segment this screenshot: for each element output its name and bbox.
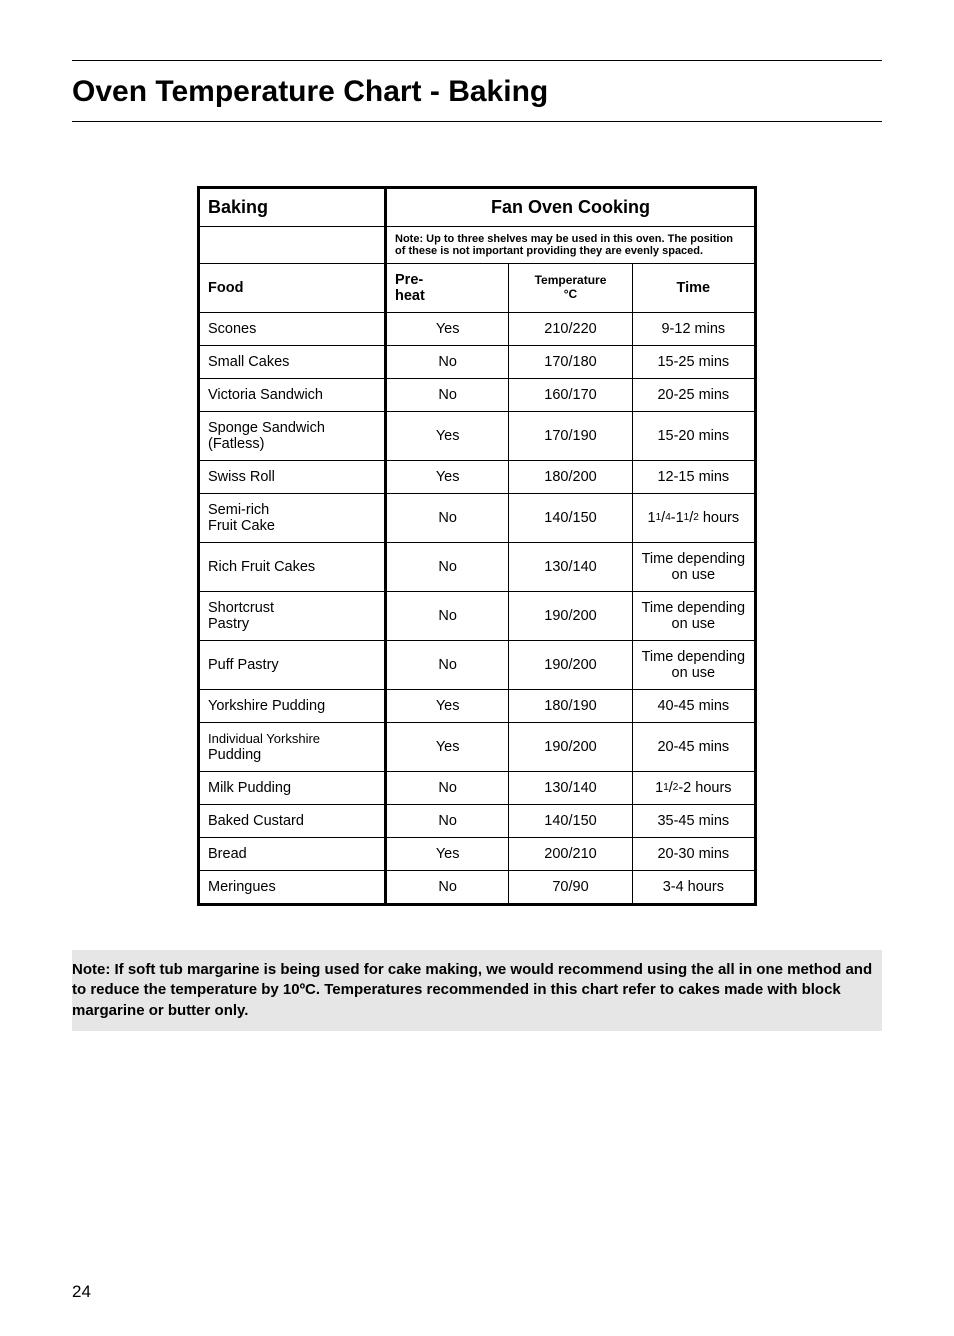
baking-table: Baking Fan Oven Cooking Note: Up to thre… [197, 186, 757, 906]
table-cell-time: 35-45 mins [632, 805, 755, 838]
table-cell-time: 15-20 mins [632, 412, 755, 461]
table-cell-temp: 190/200 [509, 592, 632, 641]
table-cell-temp: 190/200 [509, 641, 632, 690]
table-cell-time: Time depending on use [632, 543, 755, 592]
table-cell-preheat: Yes [386, 412, 509, 461]
table-cell-food: Small Cakes [199, 346, 386, 379]
table-cell-time: 40-45 mins [632, 690, 755, 723]
table-cell-preheat: Yes [386, 313, 509, 346]
table-container: Baking Fan Oven Cooking Note: Up to thre… [72, 186, 882, 906]
table-cell-preheat: No [386, 772, 509, 805]
table-cell-temp: 160/170 [509, 379, 632, 412]
table-cell-temp: 170/190 [509, 412, 632, 461]
table-cell-preheat: No [386, 379, 509, 412]
page-number: 24 [72, 1282, 91, 1302]
table-cell-food: Scones [199, 313, 386, 346]
table-cell-preheat: Yes [386, 838, 509, 871]
table-cell-temp: 70/90 [509, 871, 632, 905]
table-cell-temp: 210/220 [509, 313, 632, 346]
table-cell-time: 20-45 mins [632, 723, 755, 772]
rule-under-title [72, 121, 882, 122]
table-cell-time: 12-15 mins [632, 461, 755, 494]
table-cell-food: Victoria Sandwich [199, 379, 386, 412]
col-header-food: Food [199, 264, 386, 313]
table-cell-temp: 180/200 [509, 461, 632, 494]
table-cell-food: Rich Fruit Cakes [199, 543, 386, 592]
table-cell-preheat: No [386, 346, 509, 379]
table-cell-preheat: No [386, 871, 509, 905]
temp-line1: Temperature [535, 273, 607, 287]
blank-cell [199, 227, 386, 264]
table-cell-temp: 170/180 [509, 346, 632, 379]
header-baking: Baking [199, 188, 386, 227]
table-cell-food: Yorkshire Pudding [199, 690, 386, 723]
table-cell-time: Time depending on use [632, 592, 755, 641]
table-cell-food: Milk Pudding [199, 772, 386, 805]
table-cell-temp: 190/200 [509, 723, 632, 772]
table-cell-time: Time depending on use [632, 641, 755, 690]
table-cell-preheat: No [386, 592, 509, 641]
temp-line2: °C [564, 287, 577, 301]
table-cell-temp: 140/150 [509, 494, 632, 543]
table-cell-food: Sponge Sandwich(Fatless) [199, 412, 386, 461]
rule-top [72, 60, 882, 61]
table-cell-time: 20-25 mins [632, 379, 755, 412]
page-title: Oven Temperature Chart - Baking [72, 75, 882, 109]
table-cell-time: 11/4-11/2 hours [632, 494, 755, 543]
table-cell-food: Swiss Roll [199, 461, 386, 494]
table-cell-preheat: Yes [386, 461, 509, 494]
col-header-time: Time [632, 264, 755, 313]
table-cell-food: Individual YorkshirePudding [199, 723, 386, 772]
table-cell-temp: 200/210 [509, 838, 632, 871]
table-cell-time: 3-4 hours [632, 871, 755, 905]
table-cell-food: Puff Pastry [199, 641, 386, 690]
col-header-preheat: Pre- heat [386, 264, 509, 313]
table-cell-food: Meringues [199, 871, 386, 905]
table-cell-food: Bread [199, 838, 386, 871]
table-cell-preheat: No [386, 494, 509, 543]
footer-note: Note: If soft tub margarine is being use… [72, 950, 882, 1031]
preheat-line1: Pre- [395, 272, 423, 288]
table-cell-temp: 140/150 [509, 805, 632, 838]
table-cell-temp: 130/140 [509, 543, 632, 592]
col-header-temperature: Temperature °C [509, 264, 632, 313]
table-cell-food: ShortcrustPastry [199, 592, 386, 641]
table-cell-time: 11/2-2 hours [632, 772, 755, 805]
table-cell-preheat: Yes [386, 723, 509, 772]
table-note: Note: Up to three shelves may be used in… [386, 227, 756, 264]
table-cell-temp: 180/190 [509, 690, 632, 723]
table-cell-time: 9-12 mins [632, 313, 755, 346]
table-cell-preheat: No [386, 543, 509, 592]
table-cell-time: 20-30 mins [632, 838, 755, 871]
preheat-line2: heat [395, 288, 425, 304]
table-cell-preheat: Yes [386, 690, 509, 723]
table-cell-preheat: No [386, 641, 509, 690]
table-cell-time: 15-25 mins [632, 346, 755, 379]
table-cell-food: Baked Custard [199, 805, 386, 838]
table-cell-temp: 130/140 [509, 772, 632, 805]
table-cell-preheat: No [386, 805, 509, 838]
table-cell-food: Semi-richFruit Cake [199, 494, 386, 543]
header-fan-oven: Fan Oven Cooking [386, 188, 756, 227]
